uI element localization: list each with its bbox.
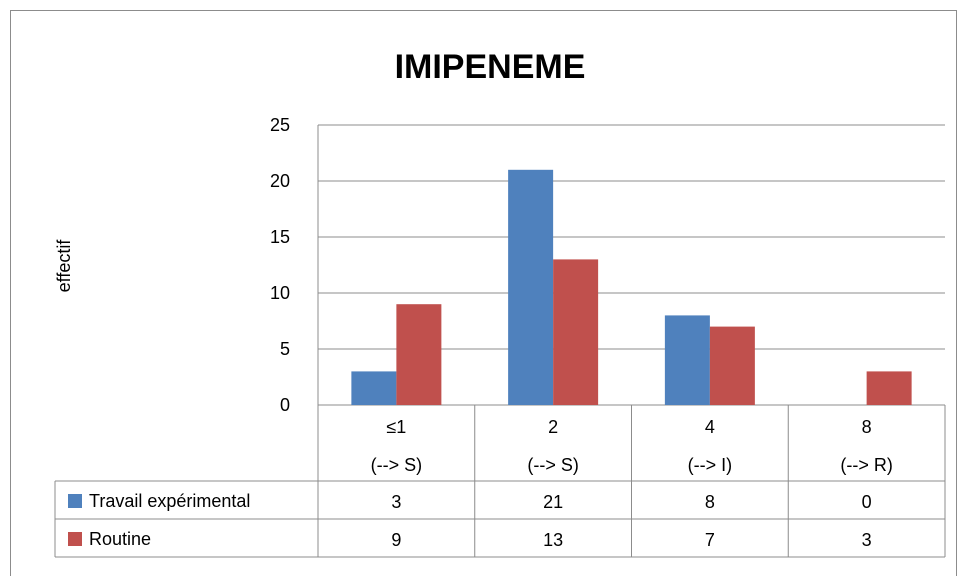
data-label: 0: [862, 492, 872, 512]
legend-label: Travail expérimental: [89, 491, 250, 511]
x-tick-sublabel: (--> S): [527, 455, 579, 475]
x-tick-label: 2: [548, 417, 558, 437]
data-label: 3: [862, 530, 872, 550]
data-table: ≤1 (--> S) 2 (--> S) 4 (--> I) 8 (--> R) Travail…: [54, 405, 946, 558]
y-tick-label: 10: [270, 283, 290, 303]
x-tick-sublabel: (--> I): [688, 455, 733, 475]
bar: [866, 371, 912, 405]
x-tick-label: 8: [862, 417, 872, 437]
data-label: 7: [705, 530, 715, 550]
y-tick-labels: 0 5 10 15 20 25: [270, 115, 290, 415]
data-label: 8: [705, 492, 715, 512]
legend-label: Routine: [89, 529, 151, 549]
bar: [396, 304, 442, 405]
data-label: 13: [543, 530, 563, 550]
chart-title: IMIPENEME: [395, 48, 586, 86]
x-tick-label: ≤1: [386, 417, 406, 437]
y-tick-label: 5: [280, 339, 290, 359]
data-label: 21: [543, 492, 563, 512]
x-tick-sublabel: (--> S): [371, 455, 423, 475]
data-label: 9: [391, 530, 401, 550]
bar: [664, 315, 710, 405]
legend-swatch: [68, 494, 82, 508]
y-tick-label: 0: [280, 395, 290, 415]
bar: [508, 169, 554, 405]
data-label: 3: [391, 492, 401, 512]
y-tick-label: 25: [270, 115, 290, 135]
y-tick-label: 20: [270, 171, 290, 191]
y-tick-label: 15: [270, 227, 290, 247]
x-tick-label: 4: [705, 417, 715, 437]
bar: [553, 259, 599, 405]
x-tick-sublabel: (--> R): [840, 455, 893, 475]
bar: [351, 371, 397, 405]
legend-swatch: [68, 532, 82, 546]
bars: [351, 169, 912, 405]
y-axis-label: effectif: [54, 239, 74, 293]
bar: [709, 326, 755, 405]
